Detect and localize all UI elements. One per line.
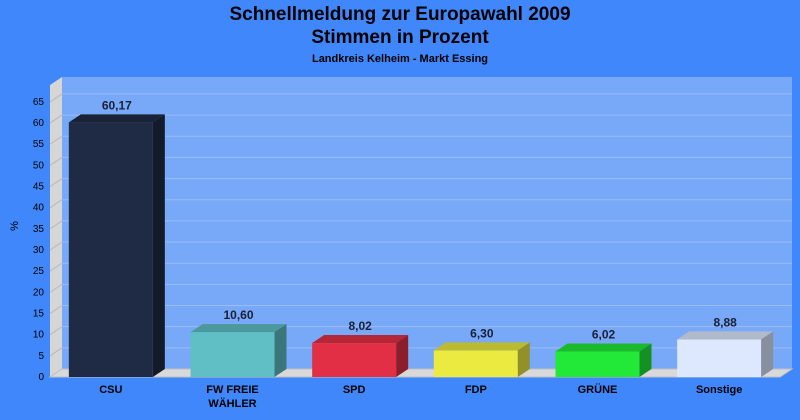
bar-front <box>312 343 397 377</box>
chart-subtitle: Landkreis Kelheim - Markt Essing <box>311 53 489 65</box>
bar-top <box>677 331 774 340</box>
bar-top <box>555 343 652 352</box>
grid-line-side <box>49 178 63 187</box>
grid-line-side <box>49 135 63 145</box>
bar-side <box>396 335 409 377</box>
y-tick-label: 55 <box>33 139 45 150</box>
x-tick-label: FW FREIE WÄHLER <box>206 384 259 410</box>
grid-line-side <box>49 262 63 272</box>
data-label: 8,02 <box>348 319 372 333</box>
bar-side <box>517 342 530 377</box>
bar <box>68 114 165 377</box>
y-tick-label: 45 <box>33 182 45 193</box>
data-label: 8,88 <box>713 315 737 329</box>
bar-side <box>639 343 652 377</box>
chart-title-line2: Stimmen in Prozent <box>311 27 489 48</box>
grid-line-side <box>49 156 63 166</box>
data-label: 60,17 <box>102 98 132 112</box>
x-tick-label: CSU <box>99 384 122 396</box>
chart-title: Schnellmeldung zur Europawahl 2009 <box>229 4 571 25</box>
bar <box>555 343 652 377</box>
grid-line-side <box>49 93 63 103</box>
y-tick-label: 65 <box>33 97 45 108</box>
y-tick-label: 15 <box>33 309 45 320</box>
bar <box>312 335 409 377</box>
y-tick-label: 30 <box>33 245 45 256</box>
data-label: 6,02 <box>592 328 616 342</box>
y-tick-label: 0 <box>38 372 44 383</box>
y-tick-label: 35 <box>33 224 45 235</box>
bar-side <box>761 331 774 377</box>
x-tick-label: SPD <box>343 384 366 396</box>
bar-top <box>433 342 530 351</box>
y-tick-label: 20 <box>33 287 45 298</box>
plot-back-wall <box>62 77 792 369</box>
bar-front <box>433 350 518 377</box>
bar-front <box>68 122 153 377</box>
y-tick-label: 40 <box>33 203 45 214</box>
x-tick-label: GRÜNE <box>578 383 618 396</box>
bar <box>677 331 774 377</box>
grid-line-side <box>49 199 63 209</box>
data-label: 6,30 <box>470 326 494 340</box>
y-tick-label: 60 <box>33 118 45 129</box>
grid-line-side <box>49 283 63 293</box>
bar-front <box>555 351 640 377</box>
bar-side <box>274 324 287 377</box>
y-tick-label: 25 <box>33 266 45 277</box>
grid-line-side <box>49 347 63 357</box>
x-tick-label: FDP <box>465 384 487 396</box>
y-tick-label: 5 <box>38 351 44 362</box>
bar-top <box>68 114 165 123</box>
bar <box>190 324 287 377</box>
y-tick-label: 50 <box>33 160 45 171</box>
bar <box>433 342 530 377</box>
bar-top <box>190 324 287 333</box>
bar-front <box>677 339 762 377</box>
bar-side <box>152 114 165 377</box>
y-tick-label: 10 <box>33 330 45 341</box>
grid-line-side <box>49 220 63 230</box>
plot-side-wall <box>50 77 62 377</box>
grid-line-side <box>49 241 63 251</box>
x-tick-label: Sonstige <box>696 384 742 396</box>
bar-front <box>190 332 275 377</box>
grid-line-side <box>49 326 63 336</box>
grid-line-side <box>49 114 63 124</box>
bar-top <box>312 335 409 344</box>
data-label: 10,60 <box>223 308 253 322</box>
grid-line-side <box>49 305 63 314</box>
y-axis-title: % <box>9 221 21 231</box>
